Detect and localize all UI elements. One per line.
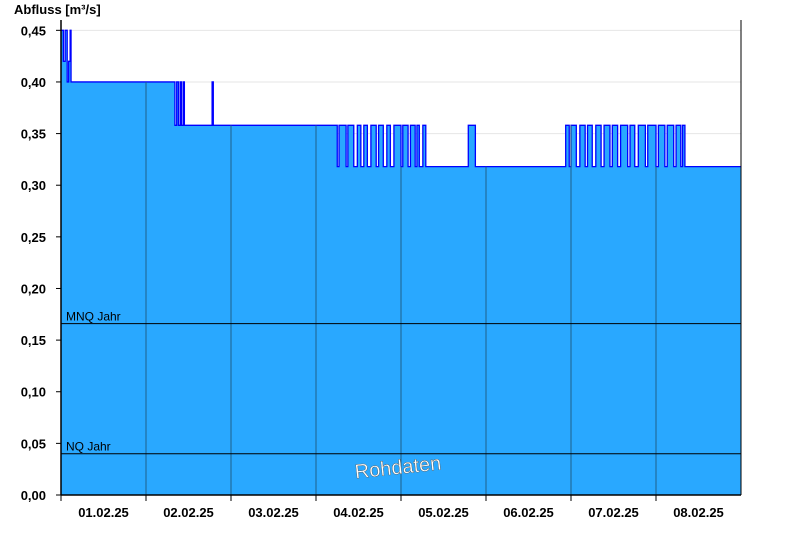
y-tick-label: 0,15 — [21, 333, 46, 348]
reference-line-label: MNQ Jahr — [66, 310, 121, 324]
y-tick-label: 0,25 — [21, 230, 46, 245]
y-tick-label: 0,00 — [21, 488, 46, 503]
day-separators — [145, 81, 657, 495]
x-tick-label: 02.02.25 — [163, 505, 214, 520]
y-tick-label: 0,35 — [21, 127, 46, 142]
discharge-line — [61, 29, 741, 168]
y-tick-label: 0,20 — [21, 281, 46, 296]
y-tick-label: 0,10 — [21, 385, 46, 400]
y-tick-label: 0,45 — [21, 23, 46, 38]
x-tick-label: 08.02.25 — [673, 505, 724, 520]
reference-line-label: NQ Jahr — [66, 440, 111, 454]
y-tick-label: 0,30 — [21, 178, 46, 193]
reference-lines: MNQ Jahr NQ Jahr — [61, 310, 741, 455]
x-tick-label: 06.02.25 — [503, 505, 554, 520]
axes: 0,00 0,05 0,10 0,15 0,20 0,25 0,30 0,35 0,40 0,45… — [21, 20, 742, 520]
x-tick-label: 04.02.25 — [333, 505, 384, 520]
y-axis-label: Abfluss [m³/s] — [14, 2, 101, 17]
x-tick-label: 03.02.25 — [248, 505, 299, 520]
y-tick-label: 0,40 — [21, 75, 46, 90]
x-tick-label: 07.02.25 — [588, 505, 639, 520]
x-tick-label: 05.02.25 — [418, 505, 469, 520]
x-tick-label: 01.02.25 — [78, 505, 129, 520]
y-tick-label: 0,05 — [21, 436, 46, 451]
